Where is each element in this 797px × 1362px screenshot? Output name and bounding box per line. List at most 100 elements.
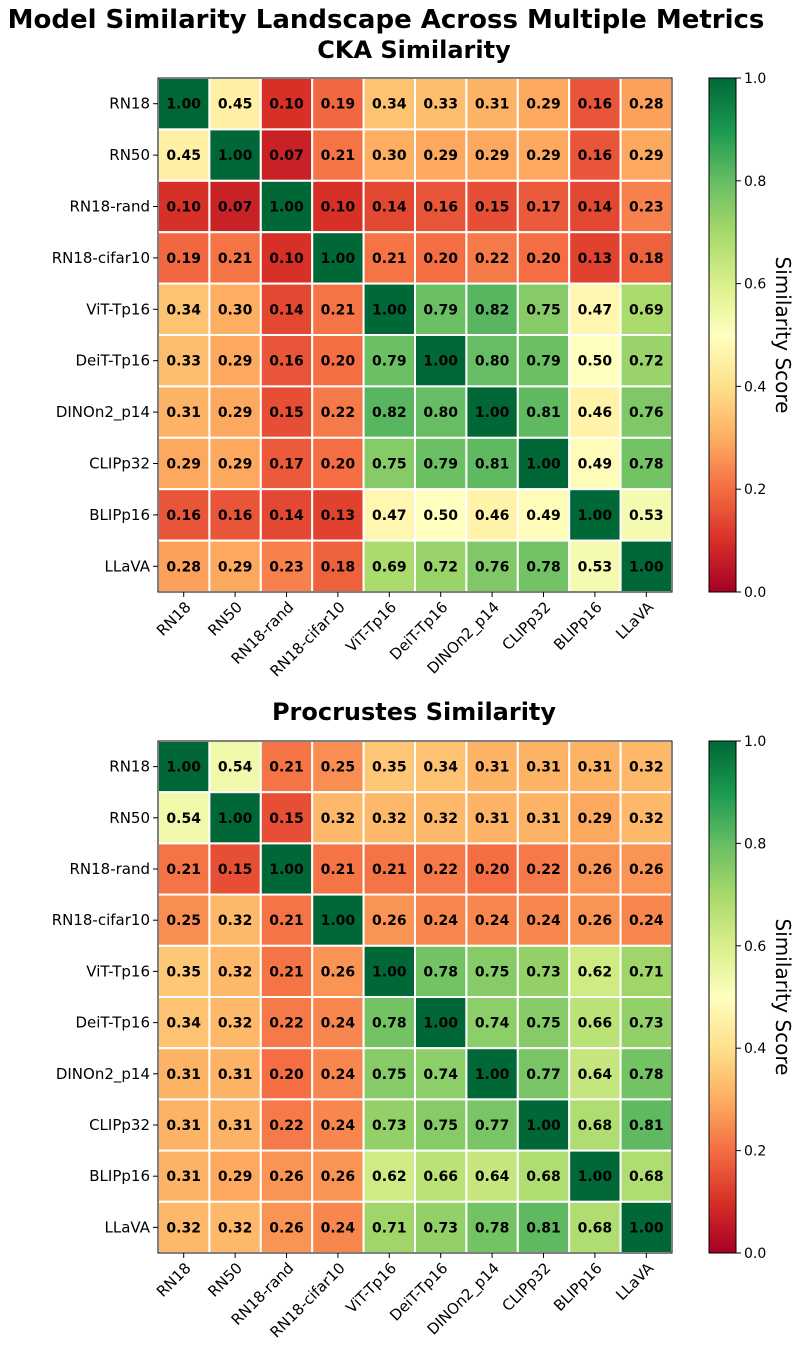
cell-value-label: 0.75 bbox=[526, 302, 561, 318]
heatmap-cell bbox=[157, 231, 211, 285]
cell-value-label: 0.75 bbox=[526, 1016, 561, 1032]
cell-value-label: 0.20 bbox=[423, 251, 458, 267]
cell-value-label: 1.00 bbox=[423, 354, 458, 370]
cell-value-label: 0.20 bbox=[475, 862, 510, 878]
cell-value-label: 0.78 bbox=[526, 559, 561, 575]
cell-value-label: 0.21 bbox=[321, 862, 356, 878]
cell-value-label: 0.29 bbox=[526, 97, 561, 113]
cell-value-label: 0.26 bbox=[269, 1220, 304, 1236]
cell-value-label: 0.13 bbox=[321, 508, 356, 524]
cell-value-label: 0.49 bbox=[578, 457, 613, 473]
cell-value-label: 0.68 bbox=[578, 1220, 613, 1236]
heatmap-cell bbox=[208, 488, 262, 542]
heatmap-cell bbox=[362, 539, 417, 593]
heatmap-cell bbox=[516, 740, 571, 794]
x-tick-label: BLIPp16 bbox=[550, 1259, 606, 1315]
cell-value-label: 1.00 bbox=[526, 457, 561, 473]
cell-value-label: 0.53 bbox=[629, 508, 664, 524]
cell-value-label: 0.62 bbox=[578, 964, 613, 980]
cell-value-label: 1.00 bbox=[629, 559, 664, 575]
heatmap-cell bbox=[362, 893, 417, 947]
cell-value-label: 0.50 bbox=[578, 354, 613, 370]
y-tick-label: RN18-rand bbox=[69, 860, 150, 878]
cell-value-label: 0.75 bbox=[475, 964, 510, 980]
heatmap-cell bbox=[465, 842, 519, 896]
heatmap-cell bbox=[465, 488, 519, 542]
heatmap-cell bbox=[619, 740, 673, 794]
heatmap-cell bbox=[568, 282, 622, 337]
heatmap-cell bbox=[619, 791, 673, 845]
heatmap-frame bbox=[157, 740, 673, 1254]
heatmap-cell bbox=[414, 539, 468, 593]
cell-value-label: 1.00 bbox=[321, 251, 356, 267]
heatmap-cell bbox=[516, 1200, 571, 1255]
cell-value-label: 0.31 bbox=[475, 760, 510, 776]
heatmap-cell bbox=[619, 77, 673, 131]
cell-value-label: 0.71 bbox=[629, 964, 664, 980]
heatmap-cell bbox=[619, 842, 673, 896]
cell-value-label: 0.21 bbox=[269, 964, 304, 980]
colorbar-tick-label: 0.8 bbox=[744, 836, 766, 852]
cell-value-label: 0.21 bbox=[269, 913, 304, 929]
x-tick-label: CLIPp32 bbox=[499, 598, 555, 654]
cell-value-label: 0.22 bbox=[269, 1016, 304, 1032]
cell-value-label: 0.21 bbox=[218, 251, 253, 267]
heatmap-cell bbox=[259, 944, 314, 998]
cell-value-label: 0.21 bbox=[372, 862, 407, 878]
cell-value-label: 0.32 bbox=[218, 913, 253, 929]
colorbar-tick-label: 0.2 bbox=[744, 482, 766, 498]
cell-value-label: 1.00 bbox=[423, 1016, 458, 1032]
cell-value-label: 0.31 bbox=[218, 1118, 253, 1134]
cell-value-label: 0.24 bbox=[629, 913, 664, 929]
y-tick-label: RN18-cifar10 bbox=[52, 911, 150, 929]
heatmap-cell bbox=[414, 740, 468, 794]
cell-value-label: 0.29 bbox=[526, 148, 561, 164]
cell-value-label: 0.29 bbox=[629, 148, 664, 164]
y-tick-label: CLIPp32 bbox=[89, 455, 150, 473]
cell-value-label: 0.17 bbox=[269, 457, 304, 473]
cell-value-label: 0.82 bbox=[372, 405, 407, 421]
cell-value-label: 0.10 bbox=[321, 200, 356, 216]
cell-value-label: 0.15 bbox=[269, 405, 304, 421]
cell-value-label: 0.71 bbox=[372, 1220, 407, 1236]
cell-value-label: 0.62 bbox=[372, 1169, 407, 1185]
heatmap-cell bbox=[362, 1047, 417, 1101]
x-tick-label: BLIPp16 bbox=[550, 598, 606, 654]
cell-value-label: 0.81 bbox=[526, 1220, 561, 1236]
heatmap-cell bbox=[465, 436, 519, 491]
cell-value-label: 0.68 bbox=[526, 1169, 561, 1185]
heatmap-cell bbox=[311, 1200, 365, 1255]
cell-value-label: 0.15 bbox=[218, 862, 253, 878]
cell-value-label: 0.31 bbox=[166, 405, 201, 421]
cell-value-label: 0.24 bbox=[526, 913, 561, 929]
colorbar bbox=[708, 77, 737, 593]
heatmap-panel-1: CKA Similarity 1.00 0.45 0.10 0.19 0.34 0.33 0.… bbox=[52, 36, 795, 680]
cell-value-label: 0.69 bbox=[372, 559, 407, 575]
cell-value-label: 0.14 bbox=[269, 508, 304, 524]
heatmap-cell bbox=[568, 334, 622, 388]
cell-value-label: 0.47 bbox=[372, 508, 407, 524]
heatmap-cell bbox=[157, 1149, 211, 1203]
cell-value-label: 0.26 bbox=[321, 964, 356, 980]
cell-value-label: 0.24 bbox=[321, 1067, 356, 1083]
heatmap-cell bbox=[568, 791, 622, 845]
cell-value-label: 0.34 bbox=[166, 302, 201, 318]
x-tick-label: CLIPp32 bbox=[499, 1259, 555, 1315]
cell-value-label: 0.14 bbox=[269, 302, 304, 318]
cell-value-label: 0.32 bbox=[372, 811, 407, 827]
cell-value-label: 0.29 bbox=[218, 457, 253, 473]
cell-value-label: 0.32 bbox=[166, 1220, 201, 1236]
cell-value-label: 1.00 bbox=[166, 760, 201, 776]
cell-value-label: 0.16 bbox=[423, 200, 458, 216]
colorbar-tick-label: 1.0 bbox=[744, 734, 766, 750]
heatmap-cell bbox=[414, 334, 468, 388]
cell-value-label: 0.31 bbox=[526, 811, 561, 827]
colorbar-tick-label: 0.4 bbox=[744, 379, 766, 395]
y-tick-label: ViT-Tp16 bbox=[86, 962, 150, 980]
heatmap-cell bbox=[516, 282, 571, 337]
heatmap-cell bbox=[157, 791, 211, 845]
heatmap-cell bbox=[568, 385, 622, 439]
cell-value-label: 0.30 bbox=[372, 148, 407, 164]
x-tick-label: RN50 bbox=[204, 1259, 246, 1301]
cell-value-label: 0.75 bbox=[372, 1067, 407, 1083]
